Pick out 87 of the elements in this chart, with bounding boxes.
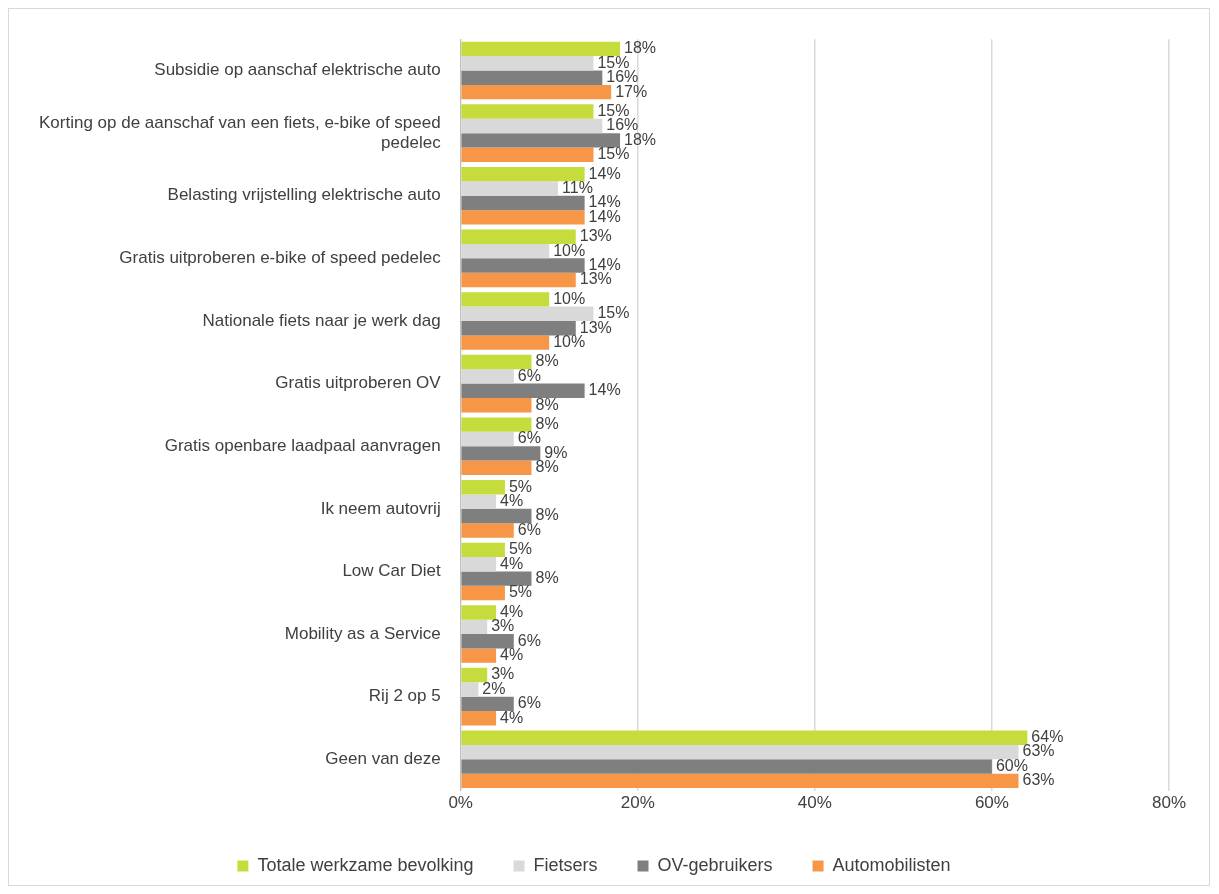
bar: [461, 147, 594, 162]
bar: [461, 494, 497, 509]
data-label: 13%: [579, 270, 612, 288]
legend-label: Fietsers: [533, 854, 598, 875]
x-tick-label: 0%: [448, 793, 473, 813]
bar: [461, 272, 576, 288]
bar: [461, 460, 532, 476]
x-tick-label: 60%: [974, 793, 1009, 813]
bar: [461, 773, 1019, 789]
y-tick-label: Gratis uitproberen OV: [275, 373, 442, 393]
data-label: 5%: [508, 583, 533, 601]
data-label: 4%: [500, 602, 524, 620]
bar: [461, 711, 497, 726]
data-label: 4%: [500, 492, 524, 510]
legend-label: Automobilisten: [832, 854, 951, 875]
legend-label: Totale werkzame bevolking: [257, 854, 474, 875]
data-label: 4%: [500, 646, 524, 664]
bar: [461, 542, 505, 558]
bar: [461, 118, 603, 134]
data-label: 15%: [597, 101, 630, 119]
bar: [461, 523, 514, 538]
bar: [461, 648, 497, 663]
x-tick-label: 20%: [620, 793, 655, 813]
y-tick-label: Gratis uitproberen e-bike of speed pedelec: [119, 248, 442, 268]
bar: [461, 181, 559, 196]
bar: [461, 292, 550, 307]
bar: [461, 70, 603, 85]
bar: [461, 335, 550, 350]
data-label: 6%: [517, 631, 541, 649]
y-tick-label: Geen van deze: [325, 748, 441, 768]
bar: [461, 166, 585, 182]
bar: [461, 619, 488, 635]
data-label: 6%: [517, 429, 541, 447]
x-tick-label: 80%: [1151, 793, 1187, 813]
bar: [461, 41, 621, 57]
y-tick-label: Mobility as a Service: [284, 623, 441, 643]
legend-label: OV-gebruikers: [657, 854, 773, 875]
data-label: 3%: [491, 617, 515, 635]
data-label: 15%: [597, 145, 630, 163]
y-tick-label: Gratis openbare laadpaal aanvragen: [164, 435, 441, 455]
bar: [461, 133, 621, 148]
bar: [461, 605, 497, 620]
bar: [461, 634, 514, 649]
x-tick-label: 40%: [797, 793, 832, 813]
data-label: 14%: [588, 255, 621, 273]
data-label: 8%: [535, 458, 559, 476]
bar: [461, 369, 514, 384]
bar: [461, 195, 585, 211]
bar: [461, 397, 532, 413]
y-tick-label: Subsidie op aanschaf elektrische auto: [154, 60, 441, 80]
data-label: 14%: [588, 381, 621, 399]
data-label: 10%: [553, 289, 586, 307]
bar: [461, 258, 585, 273]
bar: [461, 667, 488, 683]
y-tick-label: Ik neem autovrij: [320, 498, 441, 518]
y-tick-label: Low Car Diet: [342, 561, 441, 581]
bar: [461, 243, 550, 259]
data-label: 9%: [544, 443, 568, 461]
bar: [461, 557, 497, 572]
bar: [461, 431, 514, 447]
y-tick-label: Belasting vrijstelling elektrische auto: [167, 185, 441, 205]
bar: [461, 56, 594, 71]
bar: [461, 354, 532, 370]
bar: [461, 104, 594, 119]
bar: [461, 480, 505, 495]
bar: [461, 417, 532, 432]
bar: [461, 682, 479, 697]
bar: [461, 571, 532, 586]
y-tick-label: Rij 2 op 5: [368, 686, 441, 706]
bar: [461, 759, 992, 774]
bar: [461, 446, 541, 461]
y-tick-label: Korting op de aanschaf van een fiets, e-bike of speed pedelec: [38, 112, 442, 153]
bar: [461, 383, 585, 398]
bar: [461, 229, 576, 244]
data-label: 8%: [535, 569, 559, 587]
bar: [461, 508, 532, 524]
bar: [461, 306, 594, 321]
data-label: 5%: [508, 477, 533, 495]
bar: [461, 585, 505, 601]
bar: [461, 730, 1028, 745]
bar: [461, 210, 585, 225]
bar: [461, 320, 576, 336]
data-label: 8%: [535, 395, 559, 413]
y-tick-label: Nationale fiets naar je werk dag: [202, 310, 441, 330]
bar: [461, 84, 612, 100]
data-label: 63%: [1022, 771, 1055, 789]
bar: [461, 696, 514, 712]
